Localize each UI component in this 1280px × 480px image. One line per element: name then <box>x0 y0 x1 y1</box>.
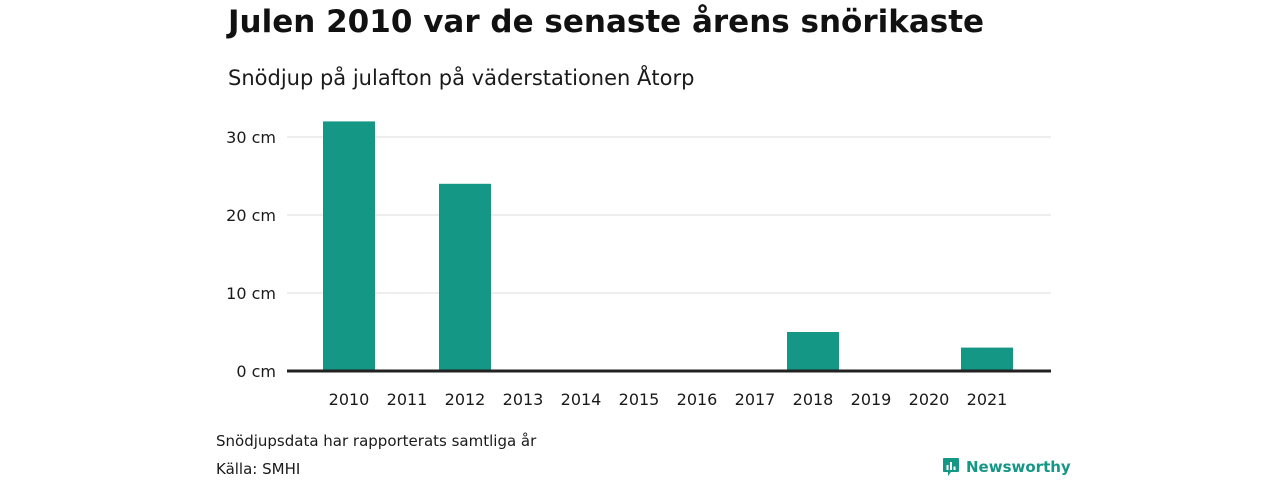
newsworthy-logo-icon <box>943 458 959 476</box>
brand-name: Newsworthy <box>966 458 1071 476</box>
bar-2012 <box>439 183 491 371</box>
x-tick-label: 2014 <box>561 390 602 409</box>
x-axis-labels: 2010 2011 2012 2013 2014 2015 2016 2017 2018 2019… <box>329 390 1008 409</box>
y-axis-labels: 0 cm 10 cm 20 cm 30 cm <box>226 128 276 381</box>
source-credit: Källa: SMHI <box>216 460 301 478</box>
x-tick-label: 2012 <box>445 390 486 409</box>
footnote: Snödjupsdata har rapporterats samtliga å… <box>216 432 537 450</box>
y-tick-label: 0 cm <box>236 362 276 381</box>
x-tick-label: 2020 <box>909 390 950 409</box>
x-tick-label: 2019 <box>851 390 892 409</box>
y-tick-label: 10 cm <box>226 284 276 303</box>
bar-2021 <box>961 347 1013 371</box>
bar-2018 <box>787 332 839 371</box>
y-tick-label: 30 cm <box>226 128 276 147</box>
bar-2010 <box>323 121 375 372</box>
x-tick-label: 2021 <box>967 390 1008 409</box>
x-tick-label: 2015 <box>619 390 660 409</box>
bars <box>323 121 1013 372</box>
y-tick-label: 20 cm <box>226 206 276 225</box>
grid-lines <box>287 136 1051 294</box>
x-tick-label: 2011 <box>387 390 428 409</box>
chart-subtitle: Snödjup på julafton på väderstationen Åt… <box>228 66 695 90</box>
x-tick-label: 2013 <box>503 390 544 409</box>
x-tick-label: 2017 <box>735 390 776 409</box>
x-tick-label: 2010 <box>329 390 370 409</box>
x-tick-label: 2018 <box>793 390 834 409</box>
brand-logo: Newsworthy <box>942 457 1071 477</box>
x-tick-label: 2016 <box>677 390 718 409</box>
chart-title: Julen 2010 var de senaste årens snörikas… <box>228 4 985 40</box>
